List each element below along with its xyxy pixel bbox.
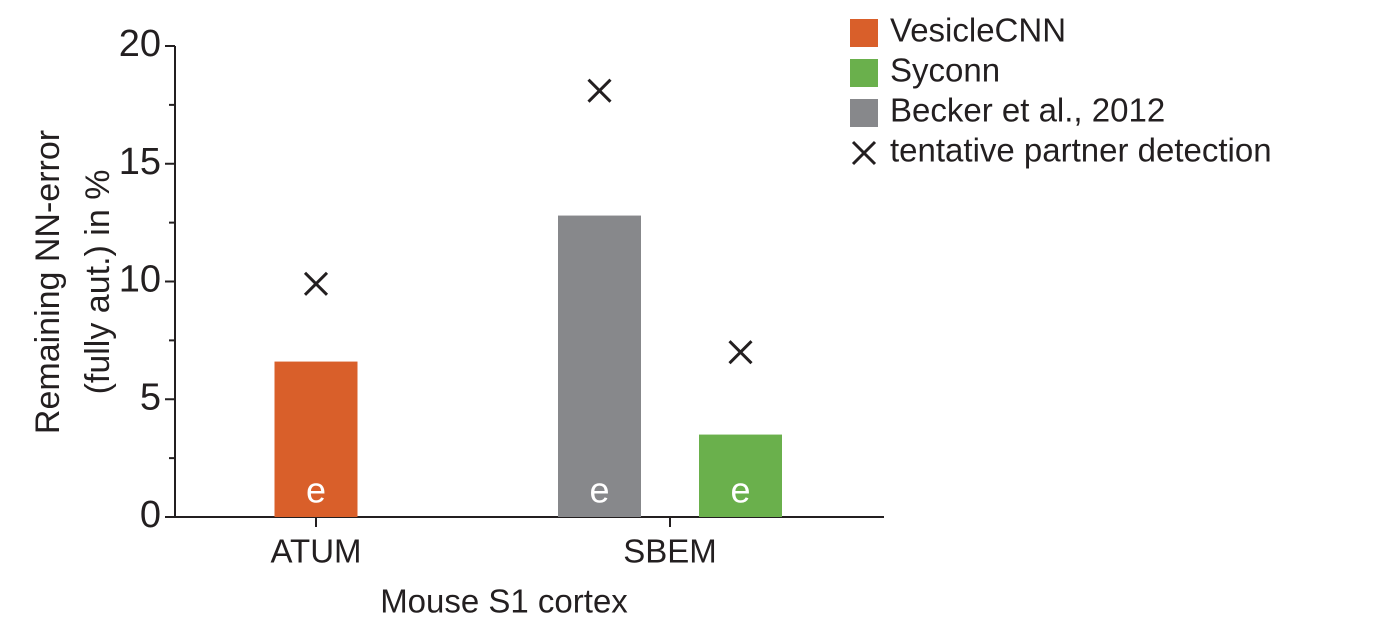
x-axis-label: Mouse S1 cortex [380,583,628,620]
x-tick-label: SBEM [623,533,717,570]
y-axis-label: Remaining NN-error [29,130,67,434]
tentative-marker [728,340,753,365]
legend-swatch [850,59,878,87]
bar-label: e [306,470,326,511]
bar [699,434,782,517]
y-axis-label: (fully aut.) in % [79,170,117,395]
legend-label: tentative partner detection [890,132,1272,169]
y-tick-label: 0 [140,494,161,536]
tentative-marker [587,78,612,103]
x-tick-label: ATUM [270,533,361,570]
bar [274,361,358,517]
bar-label: e [730,470,750,511]
legend-label: Becker et al., 2012 [890,92,1165,129]
legend-label: VesicleCNN [890,12,1066,49]
legend-marker [851,140,877,166]
bar-label: e [589,470,609,511]
y-tick-label: 20 [119,23,161,65]
y-tick-label: 15 [119,141,161,183]
tentative-marker [303,271,329,296]
bar [558,215,641,517]
legend-swatch [850,99,878,127]
y-tick-label: 5 [140,376,161,418]
legend-label: Syconn [890,52,1000,89]
legend-swatch [850,19,878,47]
y-tick-label: 10 [119,259,161,301]
